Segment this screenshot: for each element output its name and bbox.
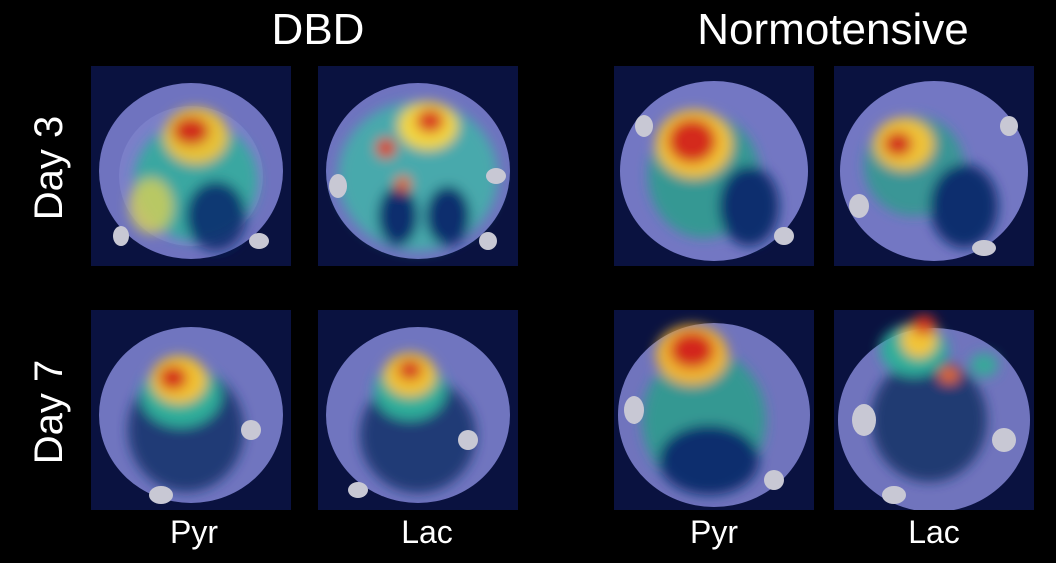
- col-label-normotensive-lac: Lac: [908, 514, 960, 550]
- panel-dbd-day7-lac: [318, 310, 518, 510]
- panel-normotensive-day7-lac: [834, 310, 1034, 510]
- panel-normotensive-day3-lac: [834, 66, 1034, 266]
- col-label-dbd-lac: Lac: [401, 514, 453, 550]
- group-title-dbd: DBD: [271, 5, 365, 54]
- panel-dbd-day3-lac: [318, 66, 518, 266]
- row-label-day-3: Day 3: [27, 115, 71, 221]
- panel-normotensive-day7-pyr: [614, 310, 814, 510]
- panel-dbd-day7-pyr: [91, 310, 291, 510]
- col-label-normotensive-pyr: Pyr: [690, 514, 738, 550]
- group-title-normotensive: Normotensive: [697, 5, 969, 54]
- panel-normotensive-day3-pyr: [614, 66, 814, 266]
- row-label-day-7: Day 7: [27, 359, 71, 465]
- panel-dbd-day3-pyr: [91, 66, 291, 266]
- col-label-dbd-pyr: Pyr: [170, 514, 218, 550]
